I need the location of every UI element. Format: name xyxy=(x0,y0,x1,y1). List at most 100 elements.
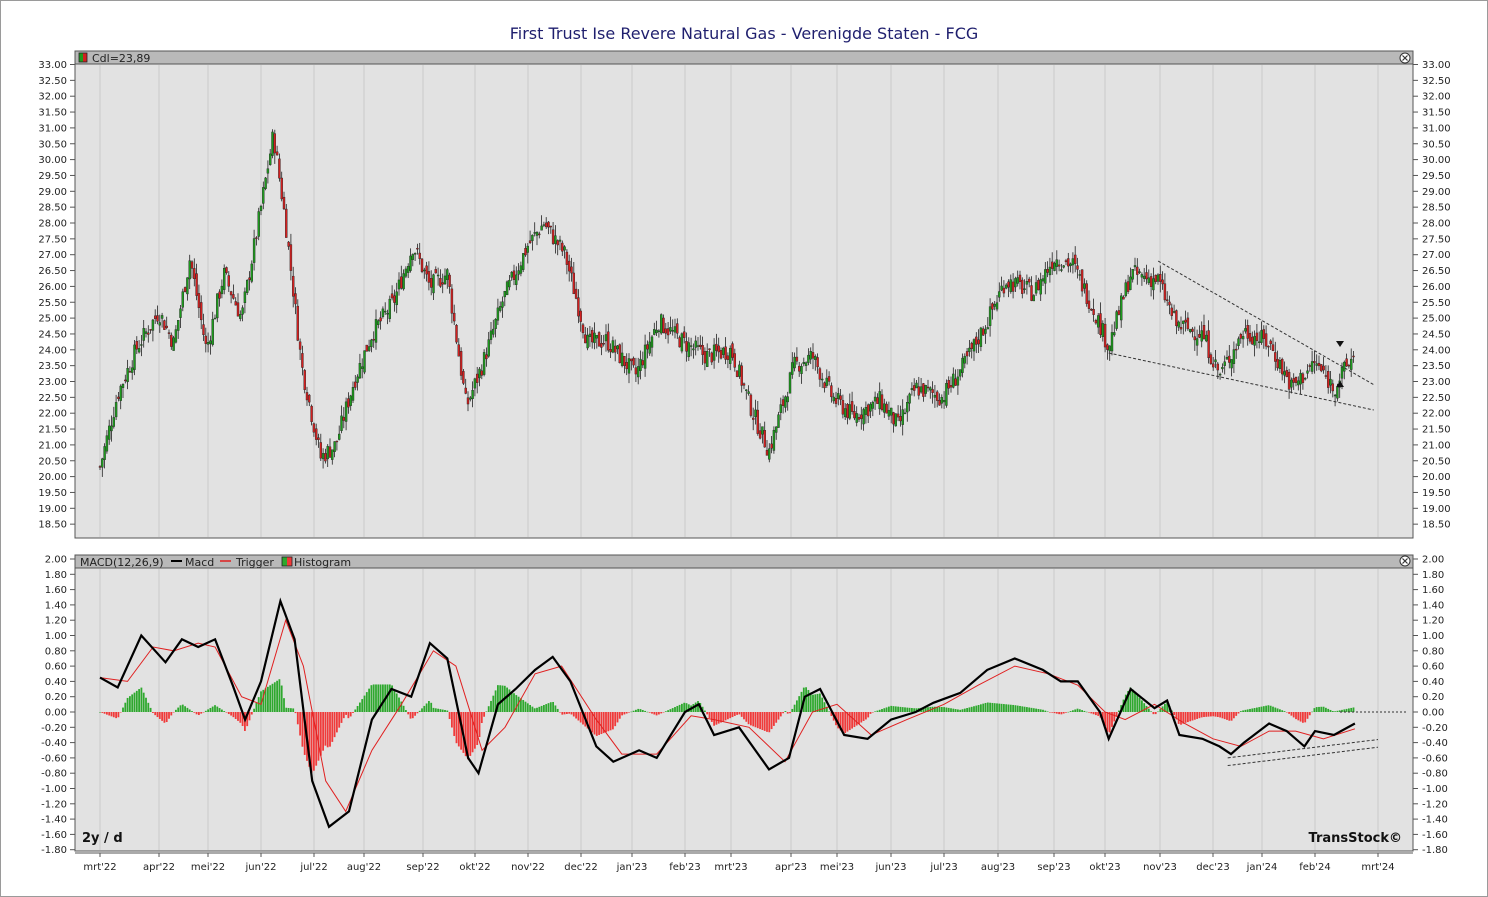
histogram-bar xyxy=(1032,708,1035,712)
histogram-bar xyxy=(722,712,725,722)
candle-body xyxy=(577,297,580,317)
candle-body xyxy=(703,351,707,364)
histogram-bar xyxy=(393,689,396,712)
histogram-bar xyxy=(1295,712,1297,720)
candle-body xyxy=(558,239,562,242)
histogram-bar xyxy=(469,712,472,756)
histogram-bar xyxy=(1350,707,1353,712)
candle-body xyxy=(1069,263,1072,266)
candle-body xyxy=(321,453,325,460)
price-y-tick-label: 27.00 xyxy=(38,250,67,261)
candle-body xyxy=(328,446,332,458)
candle-body xyxy=(1090,308,1093,311)
histogram-bar xyxy=(681,703,683,712)
candle-body xyxy=(708,348,711,350)
candle-body xyxy=(301,353,304,368)
candle-body xyxy=(784,396,787,408)
price-close-icon[interactable] xyxy=(1399,52,1411,64)
candle-body xyxy=(519,265,523,274)
histogram-bar xyxy=(322,712,324,751)
candle-body xyxy=(211,319,214,345)
candle-body xyxy=(827,376,831,382)
histogram-bar xyxy=(202,712,205,713)
histogram-bar xyxy=(416,712,419,714)
candle-body xyxy=(1234,348,1238,351)
histogram-bar xyxy=(526,703,529,712)
candle-body xyxy=(248,277,251,280)
candle-body xyxy=(1002,287,1006,294)
histogram-bar xyxy=(299,712,301,736)
candle-body xyxy=(763,430,766,448)
candle-body xyxy=(1292,378,1295,383)
candle-body xyxy=(315,428,318,440)
histogram-bar xyxy=(112,712,115,718)
candle-body xyxy=(505,281,509,296)
candle-body xyxy=(991,303,994,310)
candle-body xyxy=(913,385,916,391)
candle-body xyxy=(1145,272,1148,280)
histogram-bar xyxy=(1207,712,1210,717)
histogram-bar xyxy=(848,712,851,731)
price-y-tick-label: 28.00 xyxy=(1422,219,1451,230)
candle-body xyxy=(308,394,311,403)
price-y-tick-label: 30.00 xyxy=(38,155,67,166)
candle-body xyxy=(1078,274,1082,276)
price-y-tick-label: 23.00 xyxy=(38,377,67,388)
histogram-bar xyxy=(1097,712,1100,716)
candle-body xyxy=(597,332,601,347)
histogram-bar xyxy=(1256,707,1258,712)
histogram-bar xyxy=(352,712,354,713)
candle-body xyxy=(1122,296,1125,300)
histogram-bar xyxy=(1042,709,1044,712)
candle-body xyxy=(940,397,943,404)
candle-body xyxy=(938,399,941,406)
price-y-tick-label: 21.50 xyxy=(38,425,67,436)
price-panel[interactable] xyxy=(74,50,1414,539)
candle-body xyxy=(471,390,474,399)
histogram-bar xyxy=(973,706,975,712)
macd-y-tick-label: -1.60 xyxy=(1422,830,1448,841)
histogram-bar xyxy=(133,692,136,712)
candle-body xyxy=(209,340,212,344)
candle-body xyxy=(581,324,585,334)
candle-body xyxy=(970,342,973,349)
candle-body xyxy=(285,208,288,238)
candle-body xyxy=(692,348,695,351)
histogram-bar xyxy=(230,712,232,716)
histogram-bar xyxy=(934,706,936,712)
price-y-tick-label: 20.00 xyxy=(38,472,67,483)
price-y-tick-label: 30.00 xyxy=(1422,155,1451,166)
candle-body xyxy=(926,386,930,389)
candle-body xyxy=(717,345,720,353)
candle-body xyxy=(1062,265,1065,268)
histogram-bar xyxy=(763,712,766,731)
histogram-bar xyxy=(292,708,295,712)
candle-body xyxy=(710,352,713,363)
candle-body xyxy=(1039,279,1042,295)
candle-body xyxy=(1034,282,1038,294)
candle-body xyxy=(733,353,736,368)
histogram-bar xyxy=(924,707,927,712)
candle-body xyxy=(864,407,868,415)
candlestick-series xyxy=(98,129,1355,477)
candle-body xyxy=(1193,336,1197,341)
histogram-bar xyxy=(1228,712,1231,721)
candle-body xyxy=(538,233,541,236)
macd-panel[interactable] xyxy=(74,554,1414,852)
macd-close-icon[interactable] xyxy=(1399,555,1411,567)
candle-body xyxy=(292,275,295,297)
candle-body xyxy=(453,312,456,322)
candle-body xyxy=(894,413,897,427)
histogram-bar xyxy=(812,694,814,712)
candle-body xyxy=(1161,279,1164,285)
candle-body xyxy=(979,327,983,347)
x-tick-label: nov'23 xyxy=(1143,862,1177,873)
histogram-bar xyxy=(1311,711,1313,713)
candle-body xyxy=(340,415,343,431)
price-y-tick-label: 19.50 xyxy=(38,488,67,499)
candle-body xyxy=(1124,282,1128,297)
histogram-bar xyxy=(630,711,633,713)
macd-y-tick-label: -0.80 xyxy=(1422,769,1448,780)
histogram-bar xyxy=(110,712,113,717)
histogram-bar xyxy=(1341,709,1343,712)
